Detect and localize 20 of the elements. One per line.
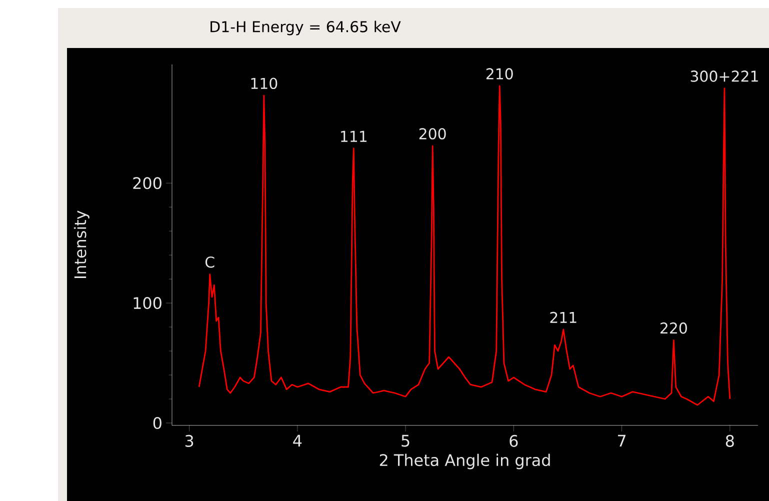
y-tick-label: 200 bbox=[133, 177, 162, 190]
x-tick-label: 5 bbox=[402, 434, 410, 447]
y-tick-label: 100 bbox=[134, 297, 162, 310]
y-axis-title: Intensity bbox=[74, 210, 90, 278]
annotation: 210 bbox=[486, 68, 513, 80]
annotation: 211 bbox=[550, 312, 576, 323]
x-tick-label: 7 bbox=[618, 434, 626, 447]
annotation: 220 bbox=[660, 322, 687, 334]
annotation: 300+221 bbox=[690, 70, 758, 82]
annotation: 200 bbox=[419, 128, 446, 140]
annotation: 110 bbox=[251, 78, 278, 90]
x-tick-label: 4 bbox=[293, 434, 302, 447]
x-tick-label: 3 bbox=[185, 434, 194, 447]
annotation: C bbox=[205, 256, 214, 268]
x-tick-label: 6 bbox=[510, 434, 518, 447]
y-tick-label: 0 bbox=[153, 416, 162, 430]
x-tick-label: 8 bbox=[726, 434, 734, 447]
annotation: 111 bbox=[341, 130, 367, 142]
x-axis-title: 2 Theta Angle in grad bbox=[380, 454, 550, 470]
chart-title: D1-H Energy = 64.65 keV bbox=[210, 20, 401, 36]
